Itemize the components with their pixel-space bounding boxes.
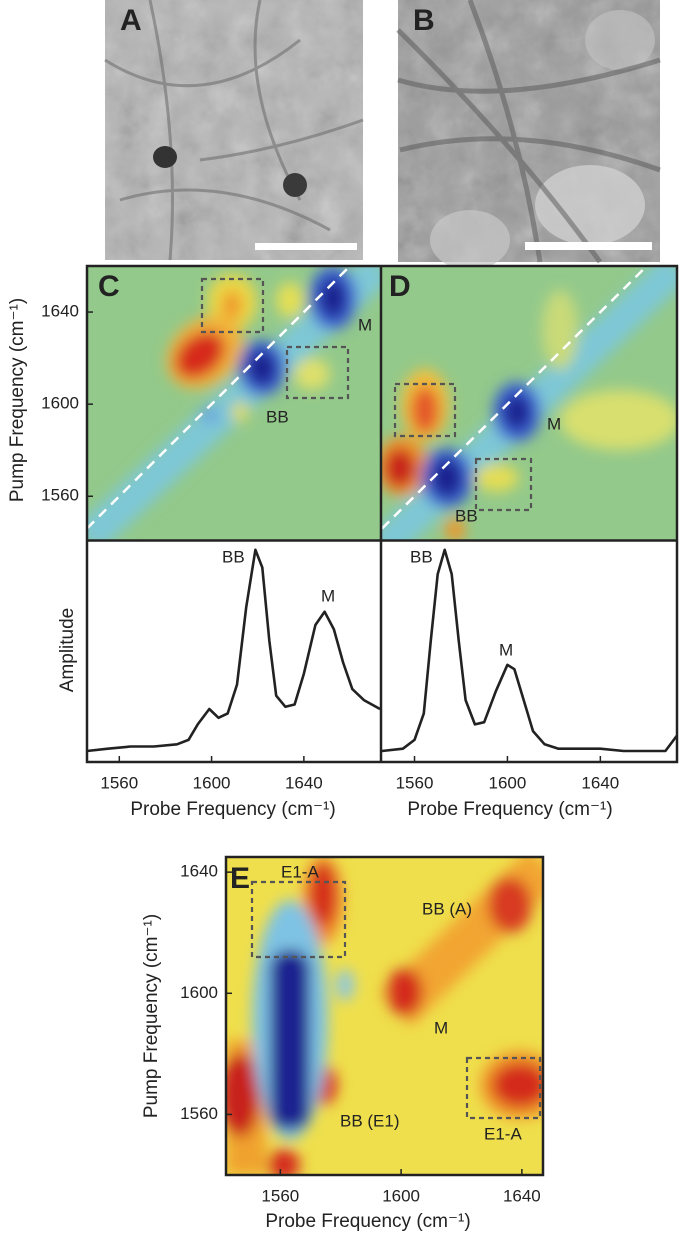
x-tick-label: 1640 bbox=[503, 1186, 541, 1205]
contour-surface-c bbox=[87, 266, 380, 540]
x-tick-label: 1640 bbox=[285, 773, 323, 792]
dashed-box bbox=[285, 345, 350, 400]
dashed-box bbox=[393, 382, 457, 438]
y-axis-label: Pump Frequency (cm⁻¹) bbox=[141, 914, 162, 1118]
y-tick-label: 1640 bbox=[180, 862, 218, 881]
x-tick-label: 1600 bbox=[193, 773, 231, 792]
spectrum-line bbox=[86, 548, 381, 753]
x-axis-label: Probe Frequency (cm⁻¹) bbox=[130, 799, 335, 820]
annotation: M bbox=[499, 640, 513, 659]
annotation: E1-A bbox=[484, 1124, 522, 1143]
dashed-box bbox=[465, 1056, 542, 1120]
micrograph-b bbox=[396, 0, 661, 270]
contour-surface-e bbox=[226, 857, 543, 1175]
spectrum-line bbox=[381, 548, 679, 753]
panel-label: E bbox=[230, 862, 250, 895]
x-tick-label: 1600 bbox=[382, 1186, 420, 1205]
panel-label: C bbox=[98, 270, 120, 303]
annotation: M bbox=[547, 414, 561, 433]
diagonal-line bbox=[87, 266, 351, 530]
annotation: BB (A) bbox=[422, 899, 472, 918]
diagonal-line bbox=[382, 266, 648, 530]
annotation: E1-A bbox=[281, 862, 319, 881]
annotation: M bbox=[358, 315, 372, 334]
x-tick-label: 1600 bbox=[489, 773, 527, 792]
x-tick-label: 1560 bbox=[396, 773, 434, 792]
dashed-box bbox=[250, 880, 347, 959]
x-axis-label: Probe Frequency (cm⁻¹) bbox=[407, 799, 612, 820]
x-tick-label: 1640 bbox=[581, 773, 619, 792]
y-tick-label: 1600 bbox=[41, 394, 79, 413]
panel-label: B bbox=[413, 4, 435, 37]
contour-surface-d bbox=[382, 266, 677, 540]
panel-frame bbox=[224, 855, 545, 1177]
annotation: BB (E1) bbox=[340, 1111, 400, 1130]
dashed-box bbox=[200, 277, 265, 334]
panel-label: D bbox=[389, 270, 411, 303]
panel-label: A bbox=[120, 4, 142, 37]
y-tick-label: 1560 bbox=[41, 486, 79, 505]
diagonal-group bbox=[382, 266, 648, 530]
x-axis-label: Probe Frequency (cm⁻¹) bbox=[265, 1211, 470, 1232]
x-tick-label: 1560 bbox=[100, 773, 138, 792]
y-tick-label: 1600 bbox=[180, 983, 218, 1002]
annotation: BB bbox=[222, 547, 245, 566]
x-tick-label: 1560 bbox=[261, 1186, 299, 1205]
annotation: BB bbox=[455, 506, 478, 525]
y-tick-label: 1560 bbox=[180, 1104, 218, 1123]
micrograph-a bbox=[104, 0, 364, 261]
diagonal-group bbox=[87, 266, 351, 530]
annotation: BB bbox=[410, 547, 433, 566]
y-tick-label: 1640 bbox=[41, 302, 79, 321]
dashed-box bbox=[474, 457, 533, 512]
annotation: BB bbox=[266, 407, 289, 426]
annotation: M bbox=[434, 1018, 448, 1037]
y-axis-label: Amplitude bbox=[57, 608, 78, 693]
y-axis-label: Pump Frequency (cm⁻¹) bbox=[7, 298, 28, 502]
annotation: M bbox=[321, 586, 335, 605]
